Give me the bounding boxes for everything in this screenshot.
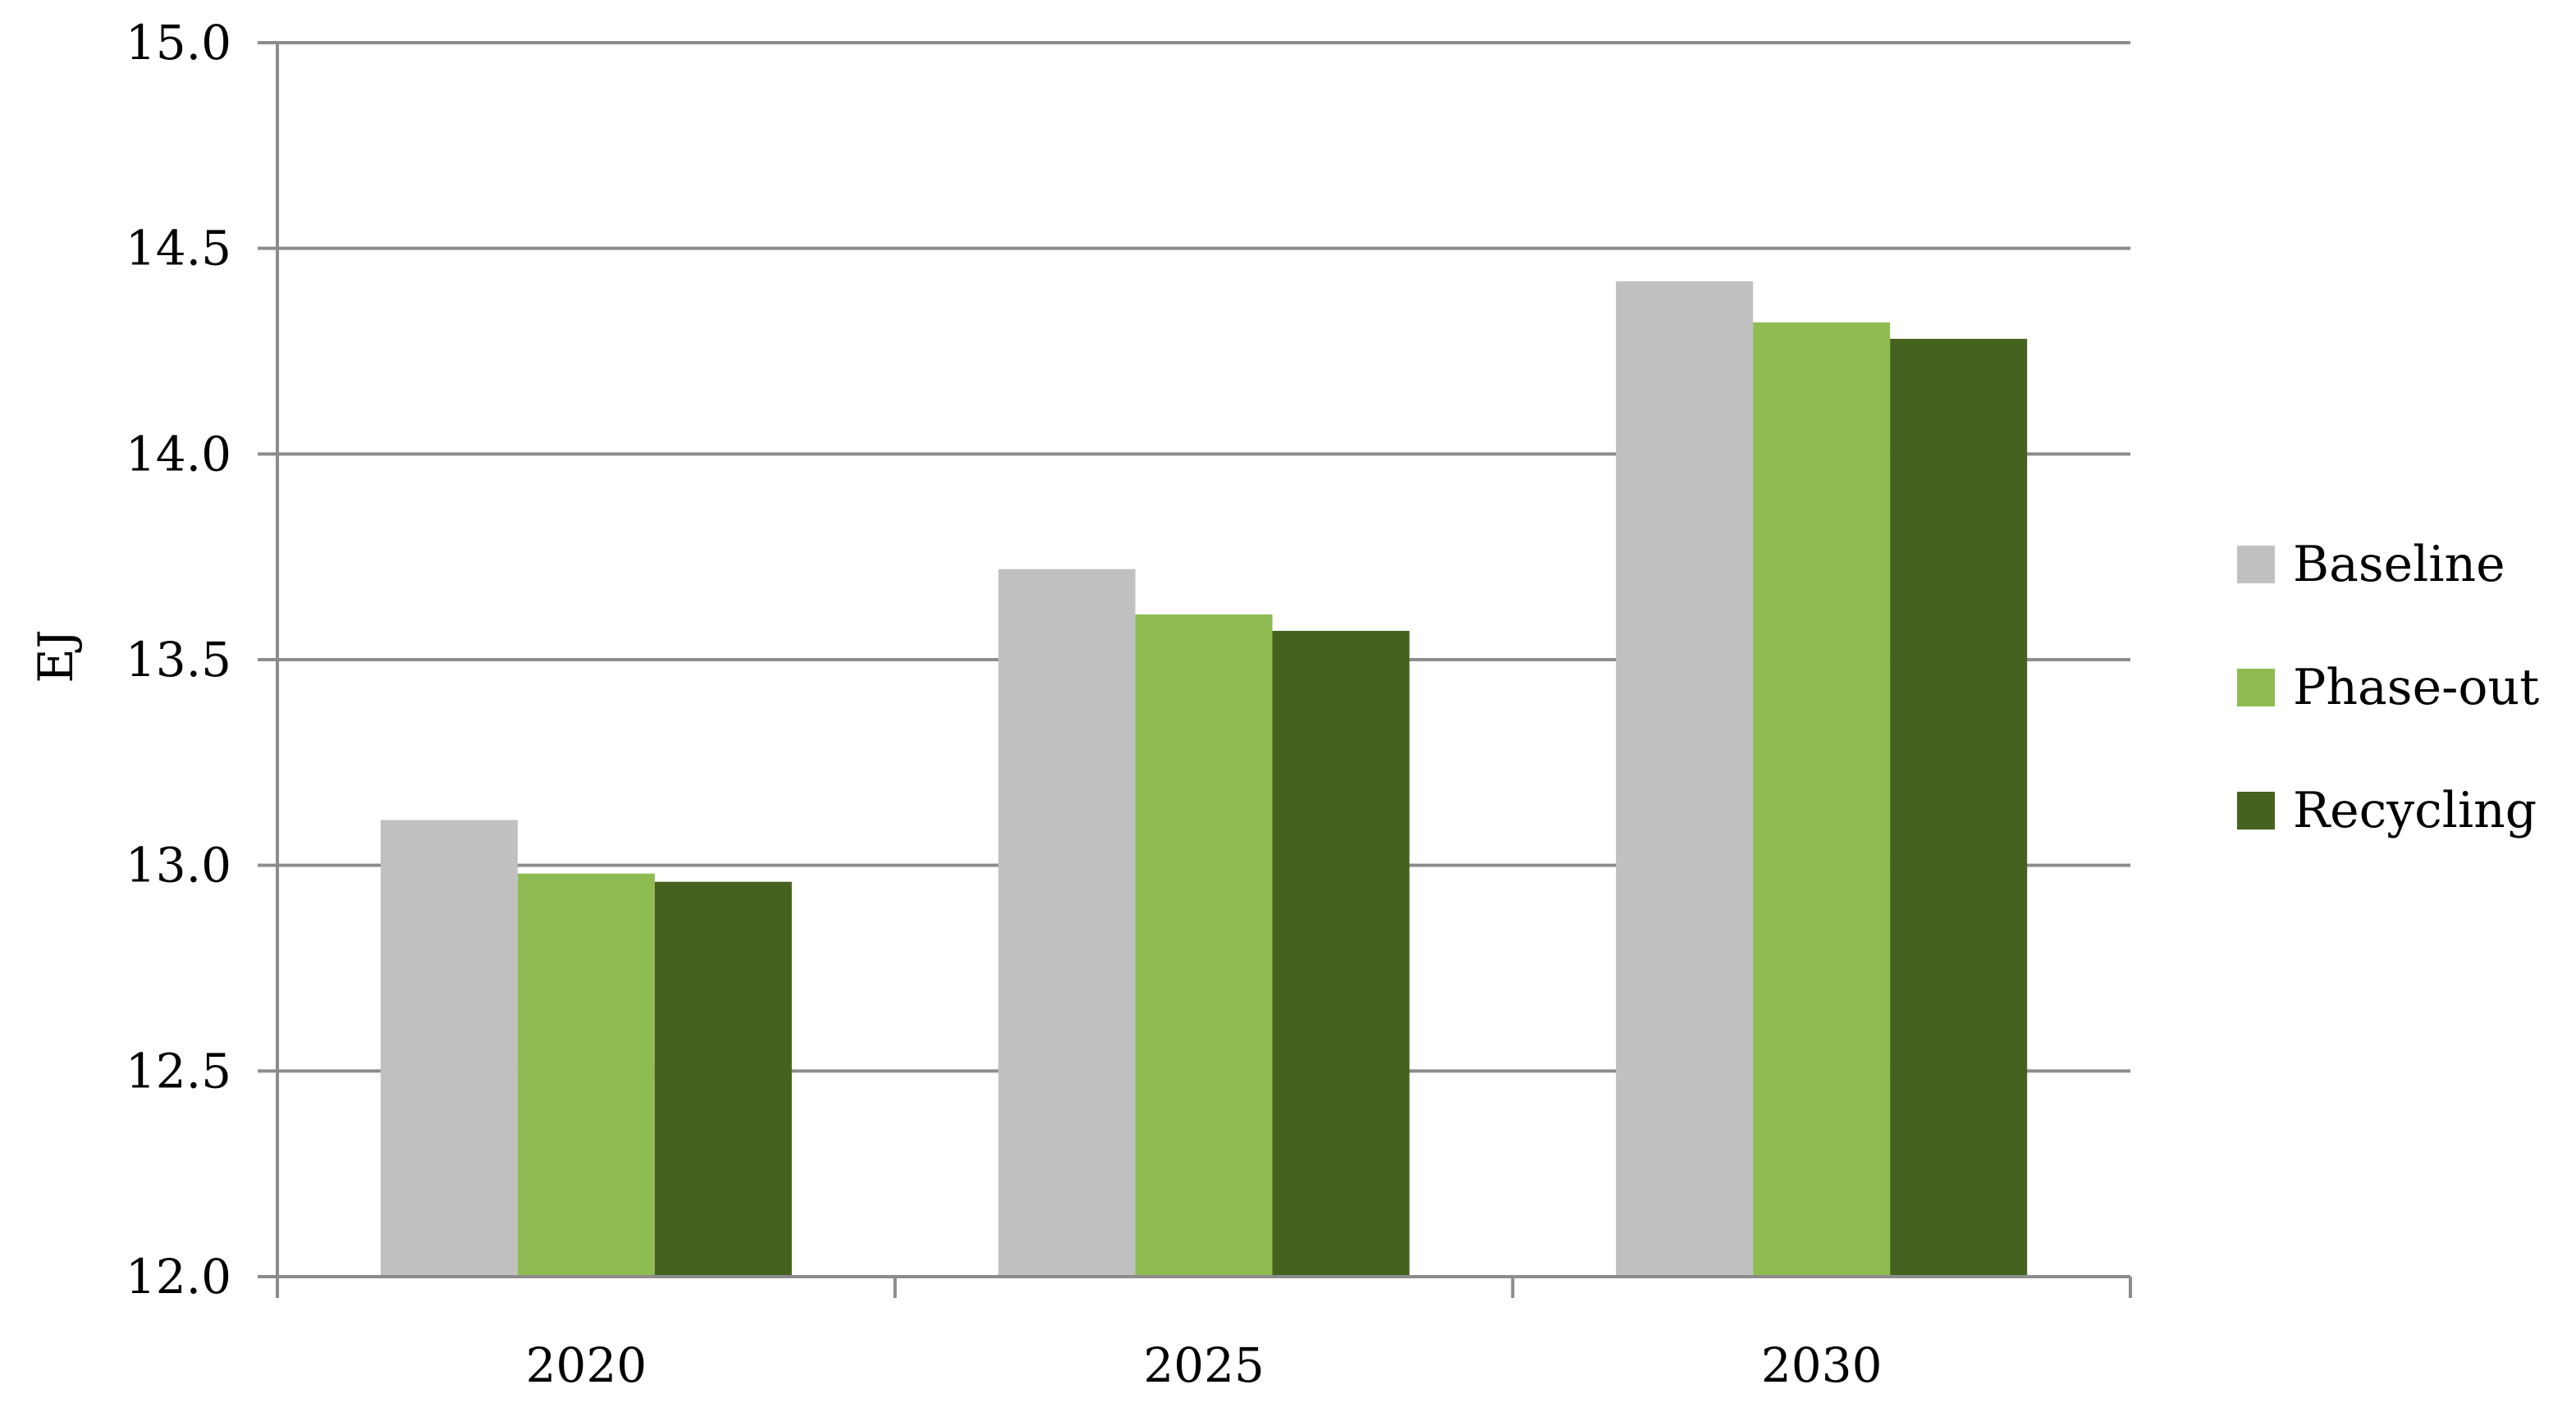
bar-baseline-2020 xyxy=(380,820,518,1277)
bar-phase-out-2020 xyxy=(517,873,655,1277)
x-tick-label: 2020 xyxy=(526,1337,647,1393)
legend-swatch-baseline xyxy=(2237,546,2275,583)
y-tick-label: 13.0 xyxy=(126,838,231,893)
y-tick-label: 12.0 xyxy=(126,1249,231,1305)
bar-phase-out-2030 xyxy=(1753,322,1891,1277)
bars xyxy=(380,281,2028,1277)
y-tick-label: 14.0 xyxy=(126,426,231,482)
axes xyxy=(258,41,2132,1298)
x-tick-labels: 2020 2025 2030 xyxy=(526,1337,1883,1393)
legend-label-baseline: Baseline xyxy=(2293,536,2505,593)
bar-baseline-2030 xyxy=(1616,281,1754,1277)
legend: Baseline Phase-out Recycling xyxy=(2237,536,2539,839)
bar-recycling-2020 xyxy=(654,881,792,1277)
bar-recycling-2025 xyxy=(1272,630,1410,1277)
y-axis-title: EJ xyxy=(28,629,84,683)
legend-label-recycling: Recycling xyxy=(2293,782,2537,839)
bar-recycling-2030 xyxy=(1890,338,2028,1277)
x-tick-label: 2025 xyxy=(1143,1337,1265,1393)
y-tick-label: 15.0 xyxy=(126,15,231,71)
legend-label-phase-out: Phase-out xyxy=(2293,659,2539,716)
y-tick-label: 13.5 xyxy=(126,632,231,688)
bar-phase-out-2025 xyxy=(1135,614,1273,1277)
x-tick-label: 2030 xyxy=(1761,1337,1883,1393)
y-tick-label: 12.5 xyxy=(126,1043,231,1099)
bar-baseline-2025 xyxy=(998,569,1136,1277)
legend-swatch-recycling xyxy=(2237,792,2275,829)
legend-swatch-phase-out xyxy=(2237,669,2275,706)
y-tick-labels: 12.0 12.5 13.0 13.5 14.0 14.5 15.0 xyxy=(126,15,231,1305)
y-tick-label: 14.5 xyxy=(126,221,231,276)
